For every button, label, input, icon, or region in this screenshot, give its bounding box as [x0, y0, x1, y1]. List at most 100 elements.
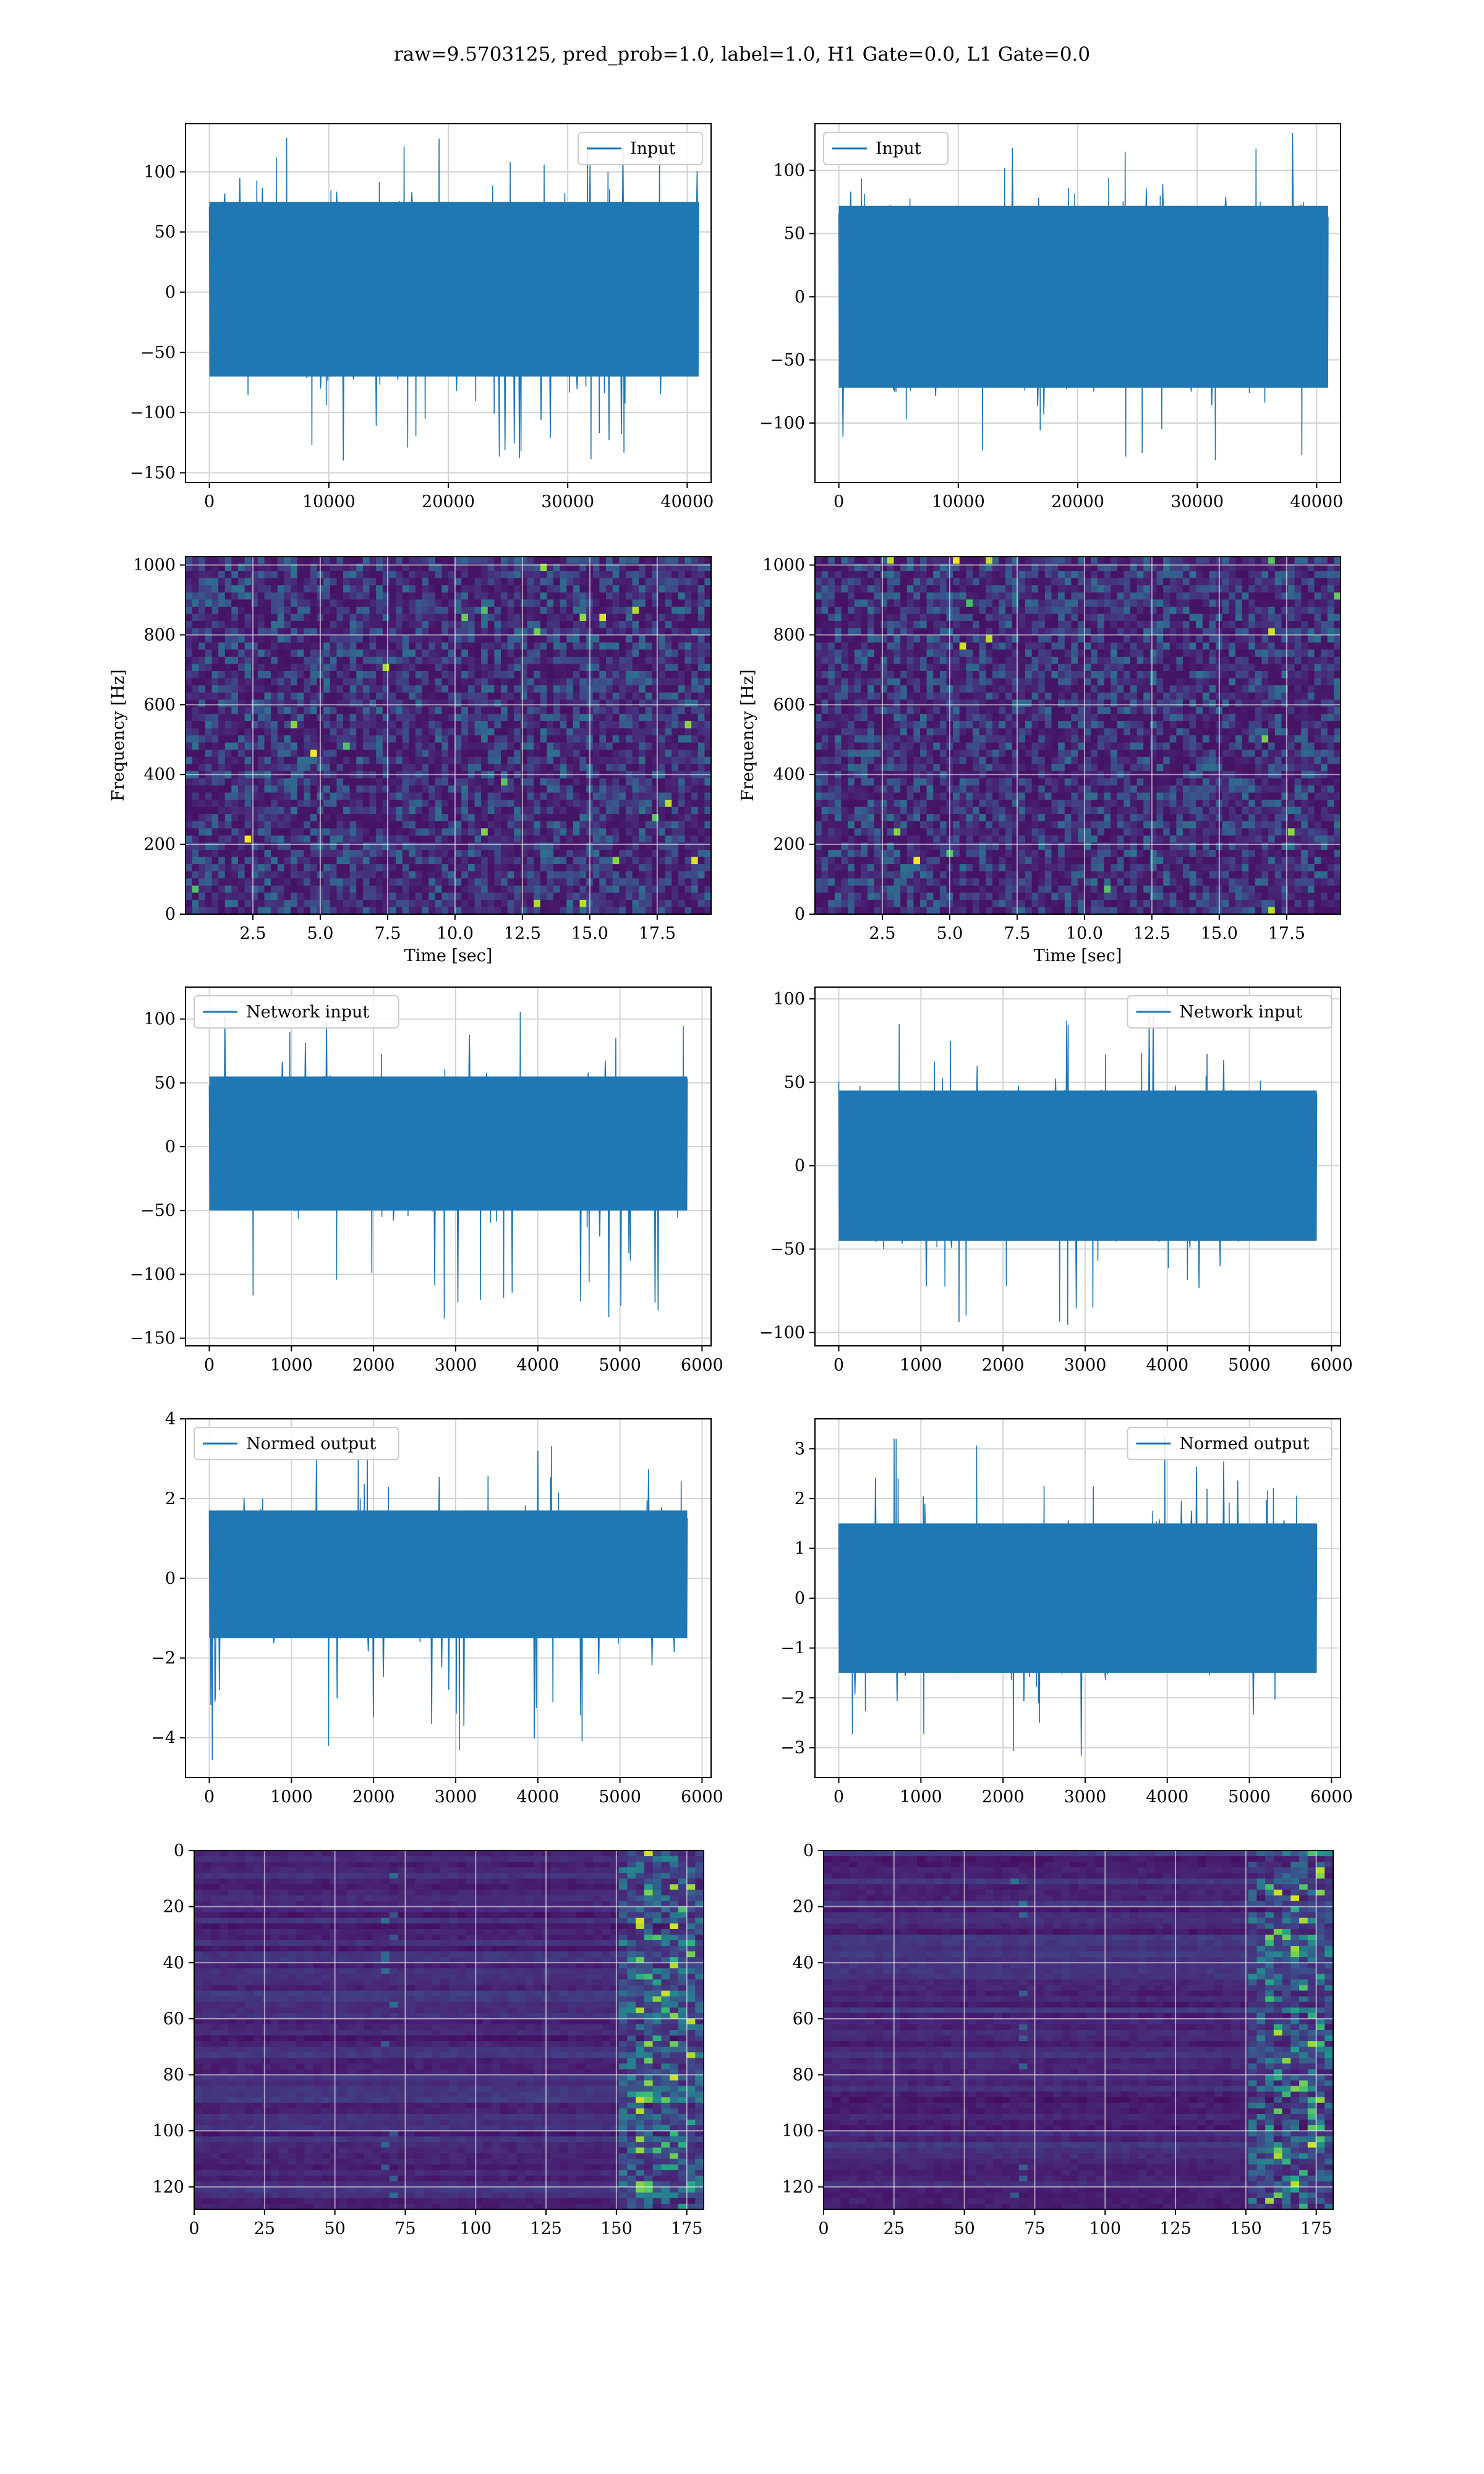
heatmap-cell [1124, 621, 1131, 629]
heatmap-cell [224, 599, 232, 607]
heatmap-cell [231, 721, 239, 729]
heatmap-cell [369, 857, 377, 865]
heatmap-cell [231, 792, 239, 800]
heatmap-cell [304, 871, 311, 879]
heatmap-cell [277, 649, 284, 657]
heatmap-cell [224, 849, 232, 858]
heatmap-cell [540, 678, 547, 686]
heatmap-cell [566, 700, 574, 708]
heatmap-cell [396, 778, 403, 786]
heatmap-cell [402, 835, 409, 843]
heatmap-cell [284, 614, 291, 622]
heatmap-cell [409, 592, 416, 600]
heatmap-cell [205, 885, 213, 893]
heatmap-cell [691, 821, 699, 829]
heatmap-cell [573, 606, 581, 615]
heatmap-cell [599, 714, 607, 722]
heatmap-cell [487, 728, 495, 736]
heatmap-cell [251, 864, 258, 872]
heatmap-cell [330, 728, 337, 736]
heatmap-cell [1255, 578, 1263, 586]
heatmap-cell [592, 592, 600, 600]
heatmap-cell [645, 800, 652, 808]
heatmap-cell [540, 606, 547, 615]
heatmap-cell [224, 871, 232, 879]
heatmap-cell [999, 628, 1006, 636]
heatmap-cell [429, 728, 436, 736]
heatmap-cell [205, 864, 213, 872]
heatmap-cell [310, 635, 318, 643]
heatmap-cell [336, 692, 344, 700]
heatmap-cell [1242, 599, 1249, 607]
heatmap-cell [672, 728, 679, 736]
heatmap-cell [369, 849, 377, 858]
heatmap-cell [527, 721, 534, 729]
heatmap-cell [238, 814, 245, 822]
heatmap-cell [592, 678, 600, 686]
heatmap-cell [284, 785, 291, 794]
heatmap-cell [678, 735, 686, 743]
heatmap-cell [257, 842, 265, 850]
heatmap-cell [1294, 563, 1302, 571]
heatmap-cell [362, 735, 370, 743]
heatmap-cell [481, 656, 488, 664]
heatmap-cell [257, 700, 265, 708]
heatmap-cell [198, 792, 206, 800]
heatmap-cell [336, 756, 344, 764]
heatmap-cell [553, 721, 561, 729]
heatmap-cell [291, 756, 298, 764]
heatmap-cell [678, 656, 686, 664]
heatmap-cell [186, 785, 193, 794]
heatmap-cell [257, 814, 265, 822]
heatmap-cell [238, 764, 245, 772]
heatmap-cell [1097, 628, 1105, 636]
heatmap-cell [461, 606, 469, 615]
heatmap-cell [396, 864, 403, 872]
heatmap-cell [396, 871, 403, 879]
heatmap-cell [815, 563, 822, 571]
heatmap-cell [659, 621, 666, 629]
heatmap-cell [1012, 592, 1019, 600]
heatmap-cell [467, 814, 475, 822]
heatmap-cell [454, 670, 462, 679]
heatmap-cell [560, 907, 567, 914]
heatmap-cell [271, 670, 278, 679]
heatmap-cell [192, 792, 199, 800]
heatmap-cell [402, 842, 409, 850]
heatmap-cell [1143, 606, 1151, 615]
heatmap-cell [277, 628, 284, 636]
heatmap-cell [619, 750, 626, 758]
heatmap-cell [1229, 563, 1236, 571]
heatmap-cell [238, 750, 245, 758]
heatmap-cell [402, 635, 409, 643]
heatmap-cell [362, 678, 370, 686]
heatmap-cell [192, 735, 199, 743]
heatmap-cell [514, 628, 521, 636]
heatmap-cell [527, 642, 534, 650]
heatmap-cell [415, 557, 423, 565]
y-tick-label: 200 [143, 835, 176, 854]
heatmap-cell [192, 828, 199, 836]
heatmap-cell [487, 756, 495, 764]
heatmap-cell [704, 592, 711, 600]
heatmap-cell [553, 649, 561, 657]
heatmap-cell [211, 878, 219, 886]
heatmap-cell [1078, 628, 1085, 636]
heatmap-cell [1189, 628, 1196, 636]
heatmap-cell [507, 563, 514, 571]
heatmap-cell [415, 649, 423, 657]
heatmap-cell [691, 621, 699, 629]
heatmap-cell [244, 664, 252, 672]
heatmap-cell [415, 606, 423, 615]
heatmap-cell [1018, 571, 1026, 579]
heatmap-cell [467, 728, 475, 736]
heatmap-cell [277, 664, 284, 672]
heatmap-cell [356, 899, 364, 908]
heatmap-cell [1301, 585, 1308, 593]
heatmap-cell [224, 628, 232, 636]
heatmap-cell [336, 764, 344, 772]
heatmap-cell [487, 606, 495, 615]
heatmap-cell [336, 849, 344, 858]
heatmap-cell [619, 885, 626, 893]
heatmap-cell [192, 785, 199, 794]
